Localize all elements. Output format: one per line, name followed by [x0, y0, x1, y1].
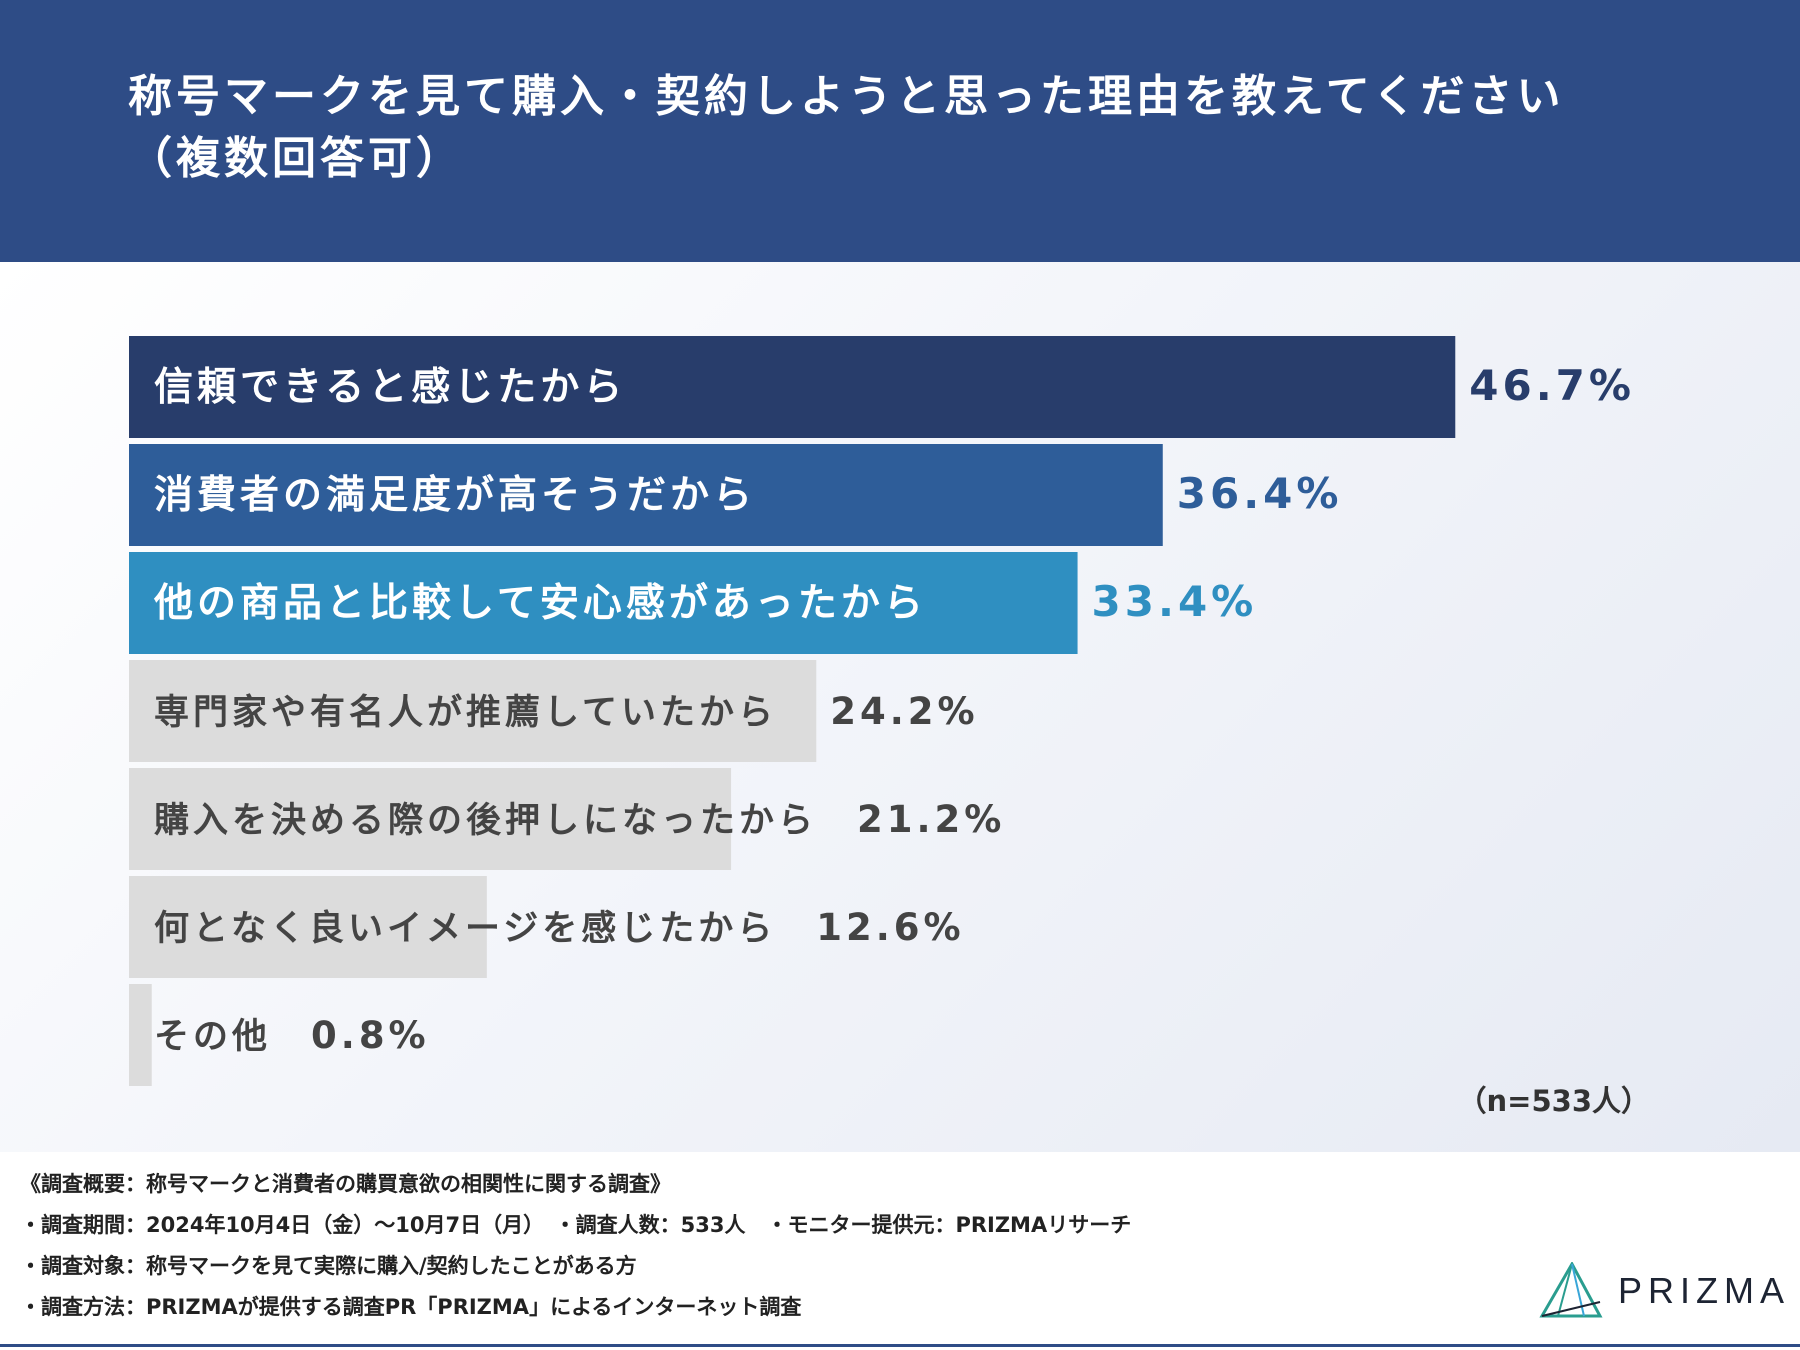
survey-footer: 《調査概要：称号マークと消費者の購買意欲の相関性に関する調査》 ・調査期間：20…: [0, 1152, 1800, 1350]
chart-area: 信頼できると感じたから 46.7% 消費者の満足度が高そうだから 36.4% 他の商品と…: [0, 262, 1800, 1152]
category-label-7: その他: [154, 1017, 271, 1057]
prizma-logo-text: PRIZMA: [1618, 1270, 1791, 1311]
value-label-7: 0.8%: [311, 1014, 430, 1057]
bar-2: [129, 444, 1163, 546]
prizma-logo-icon: [1539, 1262, 1603, 1318]
category-label-4: 専門家や有名人が推薦していたから: [154, 693, 777, 733]
survey-period: ・調査期間：2024年10月4日（金）～10月7日（月） ・調査人数：533人 …: [20, 1213, 1132, 1237]
category-label-3: 他の商品と比較して安心感があったから: [153, 581, 927, 626]
category-label-2: 消費者の満足度が高そうだから: [154, 473, 756, 518]
value-label-3: 33.4%: [1092, 577, 1258, 626]
value-label-5: 21.2%: [857, 798, 1005, 841]
survey-target: ・調査対象：称号マークを見て実際に購入/契約したことがある方: [20, 1254, 637, 1278]
value-label-4: 24.2%: [830, 690, 978, 733]
category-label-5: 購入を決める際の後押しになったから: [154, 801, 817, 841]
bottom-rule: [0, 1344, 1800, 1347]
bar-1: [129, 336, 1456, 438]
bar-chart: 信頼できると感じたから 46.7% 消費者の満足度が高そうだから 36.4% 他の商品と…: [129, 336, 1635, 1086]
value-label-2: 36.4%: [1177, 469, 1343, 518]
bar-5: [129, 768, 732, 870]
header-banner: 称号マークを見て購入・契約しようと思った理由を教えてください （複数回答可）: [0, 0, 1800, 262]
bar-7: [129, 984, 152, 1086]
category-label-1: 信頼できると感じたから: [154, 365, 626, 410]
value-label-1: 46.7%: [1469, 361, 1635, 410]
bar-4: [129, 660, 817, 762]
survey-method: ・調査方法：PRIZMAが提供する調査PR「PRIZMA」によるインターネット調…: [20, 1295, 802, 1319]
bar-6: [129, 876, 487, 978]
sample-size-note: （n=533人）: [1457, 1084, 1650, 1118]
value-label-6: 12.6%: [816, 906, 964, 949]
chart-title: 称号マークを見て購入・契約しようと思った理由を教えてください （複数回答可）: [128, 71, 1565, 184]
category-label-6: 何となく良いイメージを感じたから: [154, 909, 776, 949]
bar-3: [129, 552, 1078, 654]
survey-overview: 《調査概要：称号マークと消費者の購買意欲の相関性に関する調査》: [20, 1172, 671, 1196]
